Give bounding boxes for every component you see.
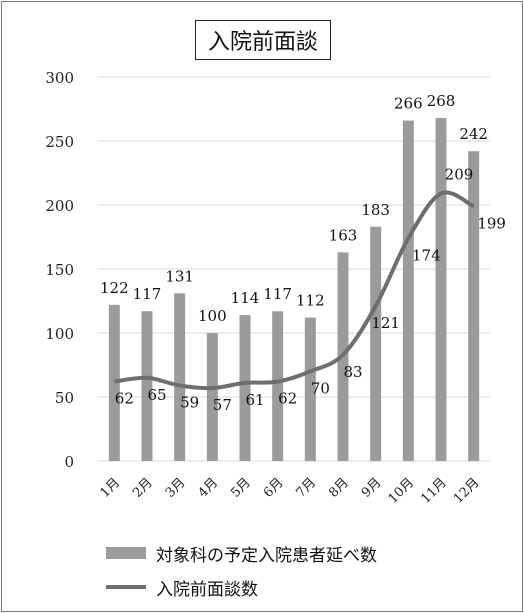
bar bbox=[239, 315, 251, 461]
x-tick-label: 2月 bbox=[130, 475, 156, 501]
x-tick-label: 12月 bbox=[451, 475, 482, 506]
chart-title-text: 入院前面談 bbox=[208, 30, 319, 55]
line-series bbox=[114, 190, 475, 391]
bar-value-label: 112 bbox=[296, 292, 325, 310]
legend-line-label: 入院前面談数 bbox=[156, 579, 258, 600]
bar bbox=[272, 311, 284, 461]
x-tick-label: 8月 bbox=[326, 475, 352, 501]
line-value-label: 62 bbox=[278, 390, 297, 408]
x-tick-label: 6月 bbox=[261, 475, 287, 501]
bar bbox=[468, 151, 480, 462]
line-value-label: 174 bbox=[412, 246, 441, 264]
y-tick-label: 0 bbox=[64, 453, 74, 471]
legend-bar-label: 対象科の予定入院患者延べ数 bbox=[156, 545, 377, 566]
bar-value-label: 266 bbox=[394, 95, 423, 113]
bar-value-label: 242 bbox=[459, 125, 488, 143]
y-tick-label: 50 bbox=[55, 389, 74, 407]
line-value-label: 65 bbox=[147, 386, 166, 404]
bar bbox=[435, 117, 447, 462]
bar-value-label: 114 bbox=[231, 289, 260, 307]
x-tick-label: 10月 bbox=[386, 475, 417, 506]
bar bbox=[206, 333, 218, 461]
y-tick-label: 300 bbox=[45, 69, 74, 87]
bar-value-label: 117 bbox=[133, 285, 162, 303]
x-tick-label: 4月 bbox=[196, 475, 222, 501]
bar-value-label: 183 bbox=[361, 201, 390, 219]
x-tick-label: 11月 bbox=[418, 475, 449, 506]
line-value-label: 57 bbox=[213, 396, 232, 414]
bar bbox=[108, 304, 120, 461]
x-tick-label: 5月 bbox=[228, 475, 254, 501]
x-axis-ticks: 1月 2月 3月 4月 5月 6月 7月 8月 9月 10月 11月 12月 bbox=[98, 475, 483, 506]
y-tick-label: 150 bbox=[45, 261, 74, 279]
y-tick-label: 200 bbox=[45, 197, 74, 215]
line-value-label: 209 bbox=[445, 165, 474, 183]
legend-line-swatch bbox=[106, 585, 146, 589]
line-value-label: 121 bbox=[371, 314, 400, 332]
line-value-label: 83 bbox=[343, 363, 362, 381]
bar-value-label: 131 bbox=[165, 267, 194, 285]
legend-item-bars: 対象科の予定入院患者延べ数 bbox=[106, 536, 377, 570]
line-value-label: 59 bbox=[180, 393, 199, 411]
line-value-label: 70 bbox=[311, 379, 330, 397]
bar-value-label: 117 bbox=[263, 285, 292, 303]
bar bbox=[174, 293, 186, 461]
bar-value-label: 122 bbox=[100, 279, 129, 297]
bar bbox=[402, 120, 414, 462]
bar bbox=[370, 226, 382, 461]
y-axis-ticks: 0 50 100 150 200 250 300 bbox=[45, 69, 74, 471]
x-tick-label: 1月 bbox=[98, 475, 124, 501]
bar bbox=[304, 317, 316, 461]
line-value-label: 199 bbox=[477, 214, 506, 232]
line-value-label: 61 bbox=[245, 391, 264, 409]
x-tick-label: 9月 bbox=[359, 475, 385, 501]
bar bbox=[141, 311, 153, 461]
x-tick-label: 7月 bbox=[294, 475, 320, 501]
y-tick-label: 250 bbox=[45, 133, 74, 151]
bar-value-label: 268 bbox=[427, 92, 456, 110]
bar-value-label: 163 bbox=[329, 226, 358, 244]
chart-title: 入院前面談 bbox=[195, 20, 332, 60]
legend-bar-swatch bbox=[106, 547, 146, 559]
y-tick-label: 100 bbox=[45, 325, 74, 343]
line-path bbox=[114, 190, 475, 391]
legend: 対象科の予定入院患者延べ数 入院前面談数 bbox=[106, 536, 377, 604]
bar-value-label: 100 bbox=[198, 307, 227, 325]
legend-item-line: 入院前面談数 bbox=[106, 570, 377, 604]
line-value-label: 62 bbox=[115, 390, 134, 408]
x-tick-label: 3月 bbox=[163, 475, 189, 501]
gridlines bbox=[98, 76, 490, 462]
bar-series bbox=[108, 117, 480, 462]
